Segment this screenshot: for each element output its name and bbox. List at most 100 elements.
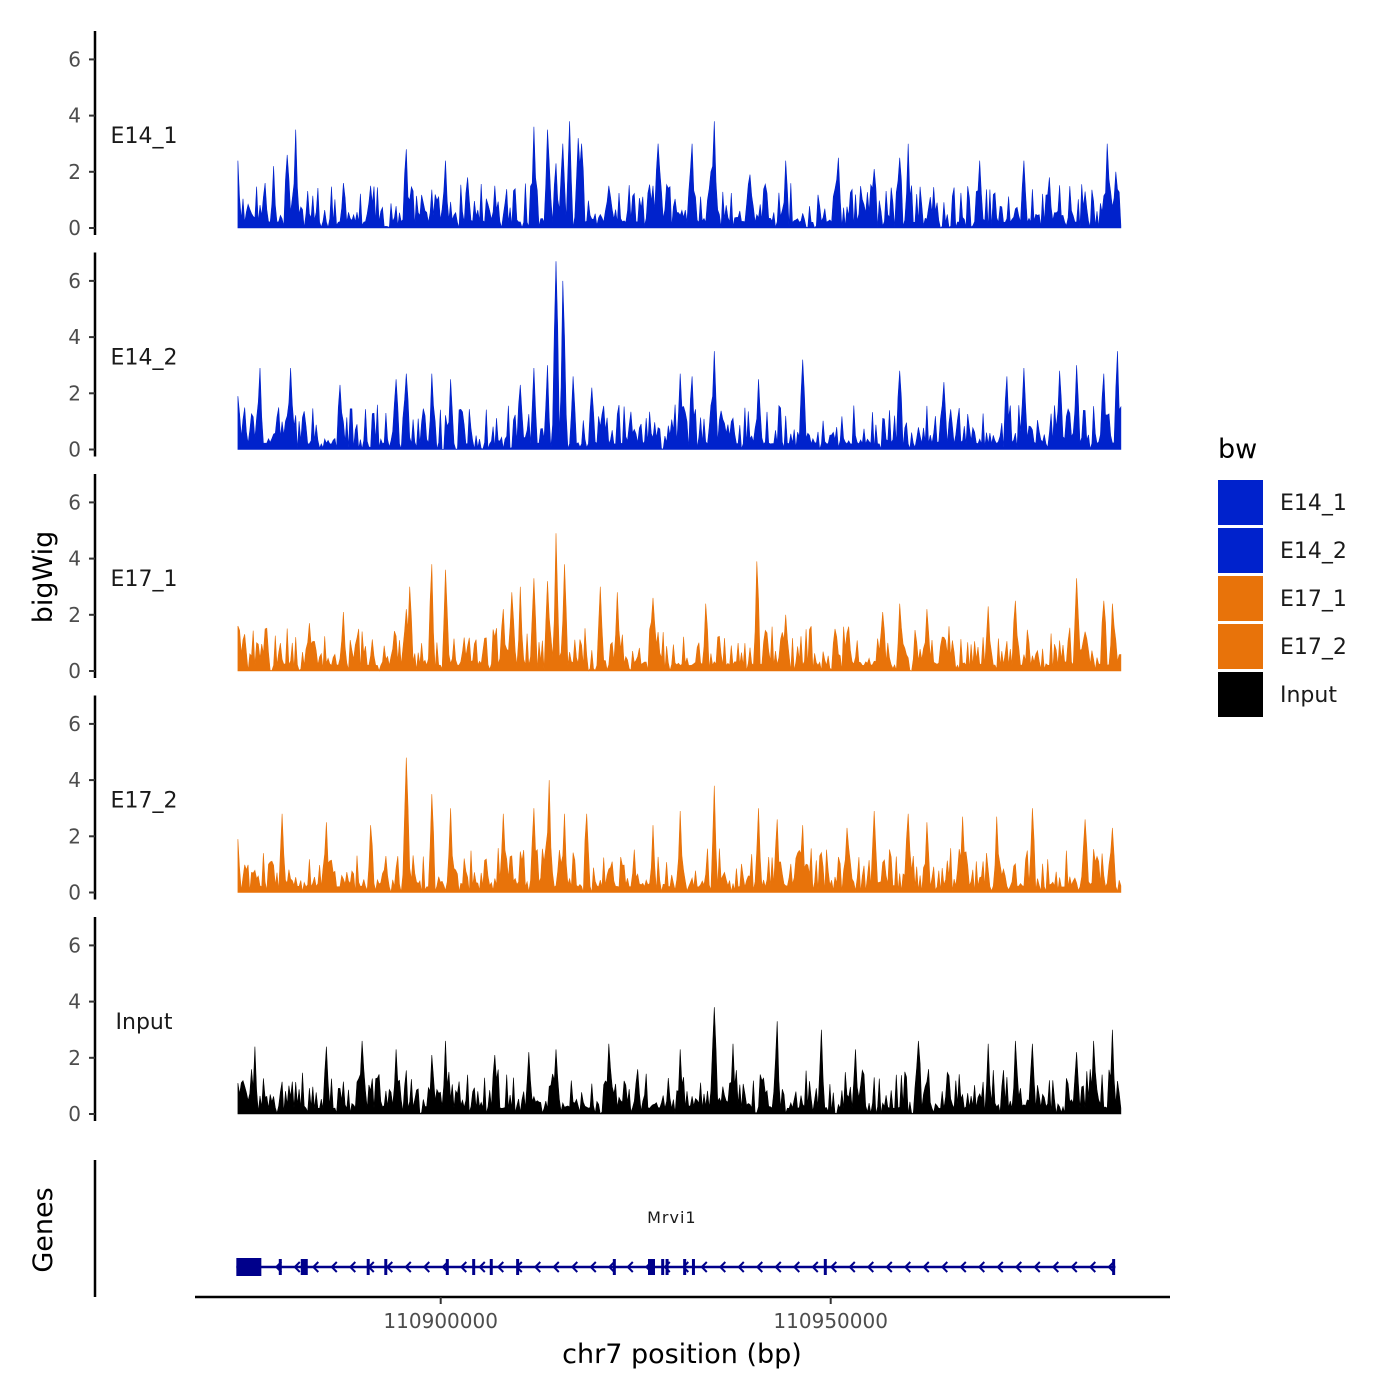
signal-area-E17_2: [237, 757, 1122, 893]
track-E14_1: 0 2 4 6 E14_1: [68, 31, 1122, 240]
gene-exon: [661, 1259, 665, 1275]
y-tick-label: 2: [68, 603, 81, 627]
x-tick-label: 110950000: [773, 1309, 888, 1333]
y-tick-label: 6: [68, 47, 81, 71]
strand-arrow: [404, 1261, 412, 1273]
y-tick-label: 0: [68, 438, 81, 462]
y-tick-label: 6: [68, 490, 81, 514]
strand-arrow: [496, 1261, 505, 1273]
legend: bw E14_1 E14_2 E17_1 E17_2 Input: [1218, 434, 1347, 717]
strand-arrow: [737, 1261, 745, 1273]
legend-key-Input: [1218, 672, 1263, 717]
y-tick-label: 2: [68, 1046, 81, 1070]
genes-axis-title: Genes: [28, 1187, 59, 1272]
y-tick-label: 4: [68, 104, 81, 128]
x-axis-title: chr7 position (bp): [562, 1339, 802, 1370]
strand-arrow: [959, 1261, 967, 1273]
legend-label: E17_1: [1280, 587, 1347, 612]
strand-arrow: [681, 1261, 690, 1273]
gene-name-label: Mrvi1: [647, 1208, 696, 1227]
gene-exon: [647, 1259, 655, 1275]
gene-track: Mrvi1: [93, 1160, 1116, 1297]
strand-arrow: [385, 1261, 394, 1273]
y-axis-title: bigWig: [28, 531, 59, 624]
gene-exon: [236, 1258, 262, 1276]
signal-area-E17_1: [237, 533, 1122, 672]
y-tick-label: 4: [68, 547, 81, 571]
y-tick-label: 4: [68, 768, 81, 792]
strand-arrow: [607, 1261, 616, 1273]
strand-arrow: [274, 1261, 283, 1273]
strand-arrow: [552, 1261, 560, 1273]
gene-exon: [300, 1259, 308, 1275]
strand-arrow: [1070, 1261, 1078, 1273]
strand-arrow: [1033, 1261, 1041, 1273]
strand-arrow: [848, 1261, 856, 1273]
track-E17_2: 0 2 4 6 E17_2: [68, 695, 1122, 905]
y-tick-label: 0: [68, 1102, 81, 1126]
strand-arrow: [774, 1261, 782, 1273]
bigwig-tracks: 0 2 4 6 E14_1 0 2 4 6 E14_2 0 2 4 6 E17_1 0 2 4 6 E17_2 0 2 4 6…: [68, 31, 1122, 1126]
gene-exon: [665, 1259, 669, 1275]
track-label: Input: [116, 1010, 173, 1035]
strand-arrow: [367, 1261, 375, 1273]
y-tick-label: 6: [68, 712, 81, 736]
strand-arrow: [570, 1261, 579, 1273]
legend-key-E14_1: [1218, 480, 1263, 525]
strand-arrow: [1088, 1261, 1097, 1273]
strand-arrow: [922, 1261, 930, 1273]
strand-arrow: [515, 1261, 523, 1273]
track-E17_1: 0 2 4 6 E17_1: [68, 474, 1122, 683]
strand-arrow: [330, 1261, 338, 1273]
gene-exon: [278, 1259, 282, 1275]
legend-key-E17_1: [1218, 576, 1263, 621]
track-E14_2: 0 2 4 6 E14_2: [68, 252, 1122, 462]
legend-key-E14_2: [1218, 528, 1263, 573]
strand-arrow: [829, 1261, 838, 1273]
track-label: E17_2: [111, 789, 178, 814]
y-tick-label: 0: [68, 216, 81, 240]
strand-arrow: [940, 1261, 949, 1273]
legend-label: E17_2: [1280, 635, 1347, 660]
legend-label: Input: [1280, 683, 1337, 708]
track-Input: 0 2 4 6 Input: [68, 917, 1122, 1126]
strand-arrow: [1051, 1261, 1060, 1273]
signal-area-E14_1: [237, 121, 1122, 229]
signal-area-E14_2: [237, 261, 1122, 450]
strand-arrow: [589, 1261, 597, 1273]
gene-exon: [823, 1259, 827, 1275]
strand-arrow: [478, 1261, 486, 1273]
strand-arrow: [1014, 1261, 1023, 1273]
legend-label: E14_1: [1280, 491, 1347, 516]
strand-arrow: [792, 1261, 801, 1273]
y-tick-label: 2: [68, 381, 81, 405]
strand-arrow: [533, 1261, 542, 1273]
strand-arrow: [885, 1261, 893, 1273]
strand-arrow: [996, 1261, 1004, 1273]
strand-arrow: [293, 1261, 301, 1273]
y-tick-label: 2: [68, 160, 81, 184]
strand-arrow: [422, 1261, 431, 1273]
strand-arrow: [441, 1261, 449, 1273]
legend-title: bw: [1218, 434, 1257, 465]
y-tick-label: 0: [68, 659, 81, 683]
legend-key-E17_2: [1218, 624, 1263, 669]
strand-arrow: [626, 1261, 634, 1273]
strand-arrow: [903, 1261, 912, 1273]
y-tick-label: 0: [68, 881, 81, 905]
gene-exon: [612, 1259, 616, 1275]
gene-exon: [691, 1259, 695, 1275]
track-label: E14_1: [111, 124, 178, 149]
signal-area-Input: [237, 1007, 1122, 1115]
strand-arrow: [311, 1261, 320, 1273]
y-tick-label: 2: [68, 824, 81, 848]
strand-arrow: [811, 1261, 819, 1273]
strand-arrow: [644, 1261, 653, 1273]
gene-exon: [384, 1259, 388, 1275]
track-label: E14_2: [111, 346, 178, 371]
strand-arrow: [663, 1261, 671, 1273]
strand-arrow: [1107, 1261, 1115, 1273]
y-tick-label: 6: [68, 933, 81, 957]
strand-arrow: [977, 1261, 986, 1273]
